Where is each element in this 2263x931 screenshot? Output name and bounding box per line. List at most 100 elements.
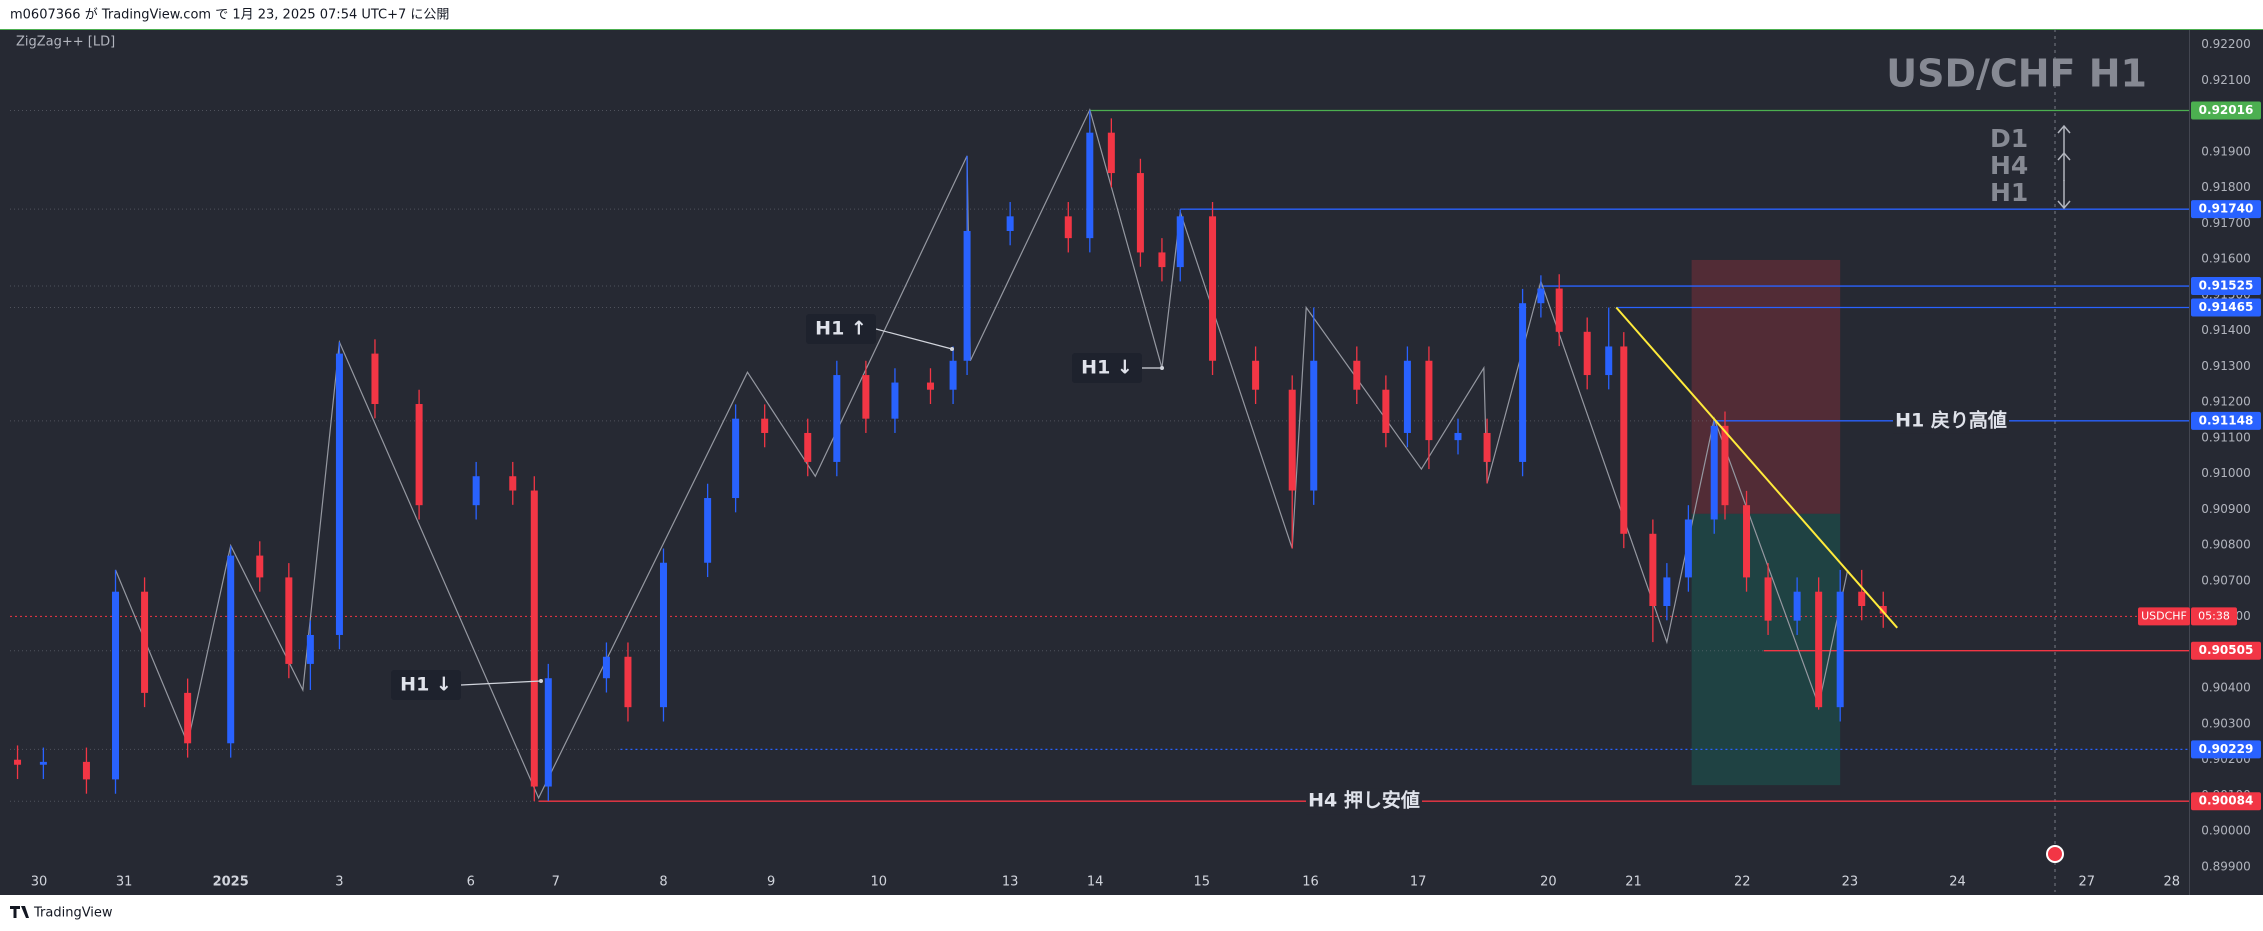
level-price-box: [2191, 298, 2261, 317]
callout-box: [806, 314, 876, 344]
level-note-bg: [1893, 407, 2009, 434]
x-tick-label: 27: [2078, 875, 2095, 890]
y-tick-label: 0.91300: [2201, 359, 2251, 373]
candle-body: [1158, 252, 1166, 268]
x-tick-label: 15: [1194, 875, 1211, 890]
candle-body: [1710, 425, 1718, 520]
candle-body: [1684, 519, 1692, 578]
x-tick-label: 9: [767, 875, 775, 890]
candle-body: [1663, 577, 1671, 607]
candle-body: [1836, 591, 1844, 708]
bias-arrow-head: [2057, 151, 2071, 161]
level-price-label: 0.90505: [2199, 643, 2254, 657]
level-price-box: [2191, 641, 2261, 660]
candle-body: [1107, 132, 1115, 174]
candle-body: [141, 591, 149, 693]
candle-body: [1793, 591, 1801, 621]
candle-body: [1537, 288, 1545, 304]
symbol-box: [2138, 607, 2190, 626]
candle-body: [1382, 389, 1390, 433]
candle-body: [1555, 288, 1563, 332]
level-price-label: 0.92016: [2199, 103, 2254, 117]
level-price-label: 0.90229: [2199, 742, 2254, 756]
candle-body: [184, 692, 192, 744]
y-tick-label: 0.91900: [2201, 144, 2251, 158]
candle-body: [1743, 505, 1751, 578]
candle-body: [112, 591, 120, 780]
x-tick-label: 10: [871, 875, 888, 890]
candle-body: [1086, 132, 1094, 239]
candle-body: [415, 404, 423, 506]
candle-body: [371, 353, 379, 405]
y-tick-label: 0.91100: [2201, 430, 2251, 444]
candle-body: [1649, 533, 1657, 607]
candle-body: [624, 656, 632, 708]
callout-dot: [1160, 366, 1164, 370]
event-icon: [2046, 845, 2064, 863]
x-tick-label: 2025: [213, 875, 249, 890]
y-tick-label: 0.90800: [2201, 538, 2251, 552]
plot: 0.899000.900000.901000.902000.903000.904…: [10, 29, 2261, 892]
candle-body: [1605, 346, 1613, 376]
callout-leader: [875, 328, 953, 350]
candle-body: [1136, 173, 1144, 253]
x-tick-label: 28: [2164, 875, 2181, 890]
bias-arrow-head: [2057, 124, 2071, 134]
x-tick-label: 22: [1734, 875, 1751, 890]
level-price-label: 0.91465: [2199, 300, 2254, 314]
candle-body: [306, 634, 314, 664]
candle-body: [1288, 389, 1296, 491]
countdown-box: [2191, 607, 2237, 626]
y-tick-label: 0.91700: [2201, 216, 2251, 230]
candle-body: [335, 353, 343, 635]
y-tick-label: 0.90300: [2201, 716, 2251, 730]
candle-body: [472, 476, 480, 506]
footer-brand: TradingView: [33, 906, 113, 921]
level-price-box: [2191, 200, 2261, 219]
publisher-line: m0607366 が TradingView.com で 1月 23, 2025…: [10, 8, 449, 23]
level-price-box: [2191, 792, 2261, 811]
x-tick-label: 16: [1302, 875, 1319, 890]
candle-body: [1006, 216, 1014, 231]
candle-body: [1483, 432, 1491, 462]
candle-body: [833, 375, 841, 462]
level-price-box: [2191, 411, 2261, 430]
y-tick-label: 0.89900: [2201, 859, 2251, 873]
level-price-label: 0.91525: [2199, 279, 2254, 293]
tv-logo: [10, 906, 29, 918]
y-tick-label: 0.91200: [2201, 395, 2251, 409]
candle-body: [82, 761, 90, 780]
candle-body: [1310, 360, 1318, 491]
x-tick-label: 21: [1625, 875, 1642, 890]
x-tick-label: 23: [1842, 875, 1859, 890]
candle-body: [926, 382, 934, 390]
bias-label: H1: [1990, 178, 2028, 207]
callout-text: H1 ↓: [1081, 357, 1133, 379]
callout-dot: [539, 679, 543, 683]
candle-body: [1454, 432, 1462, 441]
bias-label: D1: [1990, 124, 2028, 153]
candle-body: [862, 375, 870, 419]
level-price-box: [2191, 277, 2261, 296]
candle-body: [1858, 591, 1866, 607]
candle-body: [963, 230, 971, 361]
level-price-box: [2191, 101, 2261, 120]
candle-body: [1764, 577, 1772, 621]
candle-body: [285, 577, 293, 664]
y-tick-label: 0.90400: [2201, 681, 2251, 695]
candle-body: [544, 678, 552, 787]
symbol-label: USDCHF: [2141, 609, 2187, 622]
callout-box: [391, 670, 461, 700]
candle-body: [1583, 331, 1591, 376]
candle-body: [509, 476, 517, 491]
candle-body: [602, 656, 610, 679]
chart-background: [0, 29, 2263, 895]
candle-body: [39, 761, 47, 765]
y-tick-label: 0.92200: [2201, 37, 2251, 51]
callout-leader: [460, 680, 542, 686]
x-tick-label: 17: [1410, 875, 1427, 890]
x-tick-label: 30: [31, 875, 48, 890]
candle-body: [14, 759, 22, 765]
